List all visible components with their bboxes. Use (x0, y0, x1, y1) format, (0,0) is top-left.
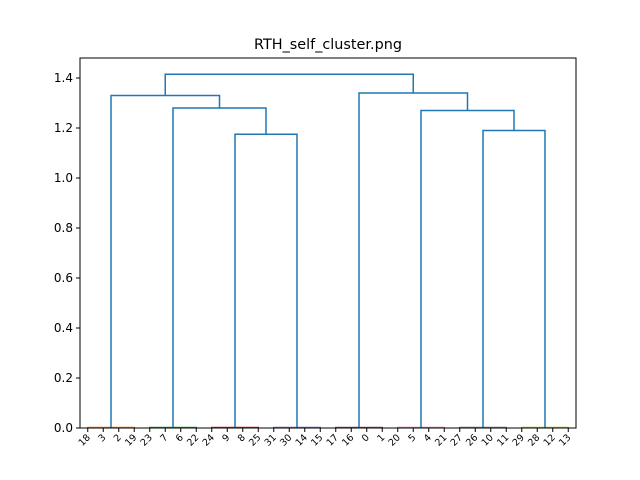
y-tick-label: 0.4 (54, 321, 73, 335)
y-tick-label: 0.0 (54, 421, 73, 435)
dendrogram-links (110, 73, 546, 428)
chart-title: RTH_self_cluster.png (254, 37, 402, 53)
dendrogram-link (164, 73, 414, 96)
y-tick-label: 0.8 (54, 221, 73, 235)
y-tick-label: 1.2 (54, 121, 73, 135)
y-tick-label: 0.2 (54, 371, 73, 385)
y-tick-label: 1.0 (54, 171, 73, 185)
plot-frame (79, 57, 577, 429)
y-tick-label: 0.6 (54, 271, 73, 285)
y-tick-label: 1.4 (54, 71, 73, 85)
